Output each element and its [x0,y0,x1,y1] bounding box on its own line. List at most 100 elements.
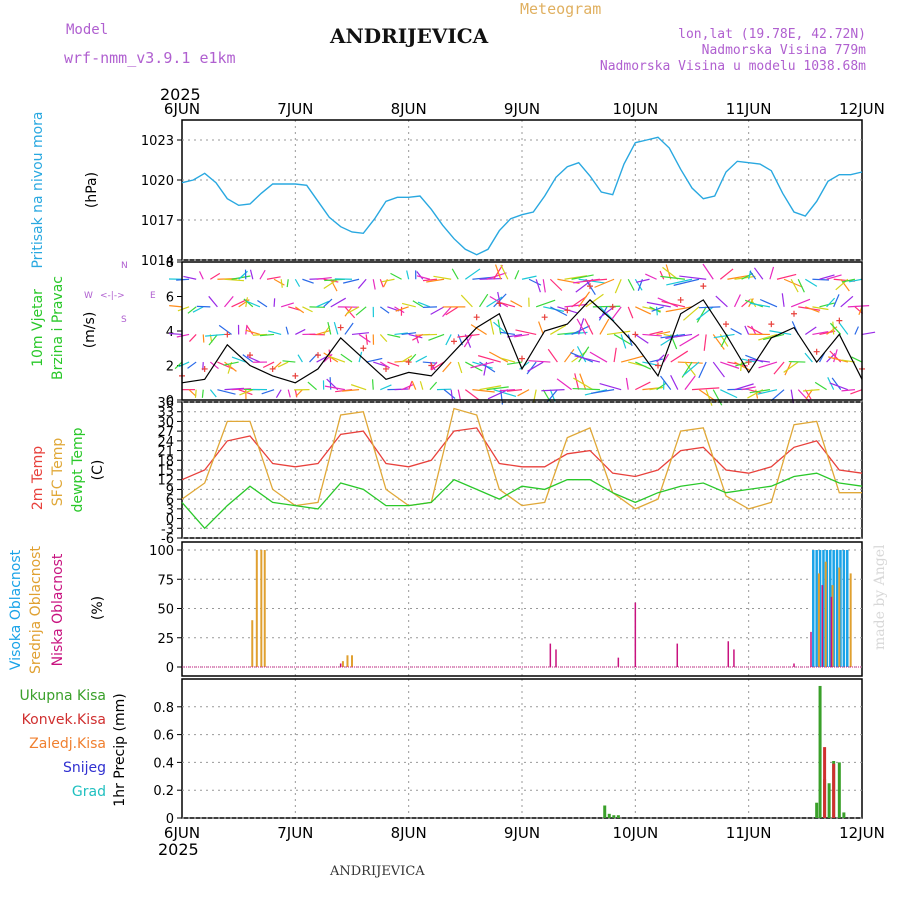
wind-arrow [331,298,346,307]
wind-arrow [260,270,265,279]
wind-arrow [489,352,508,362]
low-cloud-bar [550,644,552,667]
wind-arrow [359,334,370,342]
t2m-line [182,428,862,480]
mid-cloud-bar [850,573,852,667]
wind-arrow [247,326,253,335]
total-rain-bar [612,815,615,818]
wind-arrow [529,279,541,285]
wind-arrow [380,334,387,341]
precip-unit: 1hr Precip (mm) [112,693,128,806]
x-bottom-label: 11JUN [726,824,772,842]
mid-cloud-bar [351,655,353,667]
mid-cloud-bar [818,573,820,667]
wind-arrow [614,348,616,362]
wind-arrow [428,334,444,340]
precip-frame [182,679,862,818]
compass-arrows: <-|-> [100,291,125,301]
x-top-label: 7JUN [277,100,313,118]
gust-marker [564,307,570,313]
wind-arrow [423,307,437,308]
wind-arrow [731,328,742,334]
wind-arrow [657,307,658,316]
wind-arrow [657,383,666,389]
precip-legend-item: Grad [72,784,106,800]
wind-arrow [745,326,749,335]
meteogram-title: Meteogram [520,0,601,18]
wind-arrow [203,334,204,342]
low-cloud-bar [340,663,342,667]
gust-marker [360,345,366,351]
wind-arrow [302,307,312,312]
wind-arrow [642,334,661,335]
pressure-ytick-label: 1023 [141,134,174,149]
conv-rain-bar [823,747,826,818]
wind-arrow [210,273,219,279]
wind-arrow [188,362,197,368]
gust-marker [791,311,797,317]
wind-arrow [452,269,458,279]
wind-arrow [296,390,303,397]
wind-arrow [480,279,503,280]
wind-arrow [855,327,859,335]
wind-arrow [247,301,260,307]
wind-arrow [380,385,391,390]
pressure-frame [182,120,862,260]
cloud-unit: (%) [90,596,106,620]
wind-arrow [281,303,294,307]
wind-arrow [402,303,416,306]
wind-arrow [515,330,536,335]
wind-arrow [431,307,444,315]
high-cloud-bar [846,550,849,667]
wind-arrow [295,329,305,334]
wind-arrow [703,264,713,279]
wind-arrow [420,381,422,389]
x-top-label: 6JUN [164,100,200,118]
wind-arrow [298,355,302,362]
precip-panel: 00.20.40.60.8 [153,679,862,827]
wind-arrow [373,279,375,289]
wind-arrow [828,357,848,362]
wind-arrow [615,279,621,293]
wind-arrow [382,279,395,282]
wind-arrow [834,294,839,306]
wind-arrow [833,322,834,335]
wind-arrow [720,269,733,279]
wind-arrow [416,356,427,362]
wind-arrow [351,385,366,390]
wind-arrow [575,356,600,362]
wind-arrow [202,390,203,398]
wind-arrow [430,382,437,390]
pressure-line [182,137,862,254]
wind-arrow [451,390,452,401]
wind-arrow [713,390,722,406]
wind-arrow [750,271,756,279]
temp-unit: (C) [90,460,106,481]
pressure-axis-title: Pritisak na nivou mora [30,111,46,268]
total-rain-bar [828,783,831,818]
wind-arrow [188,307,196,313]
x-top-label: 11JUN [726,100,772,118]
wind-arrow [841,390,854,391]
wind-arrow [225,296,234,307]
wind-arrow [286,327,288,335]
wind-arrow [771,390,784,401]
wind-arrow [754,268,762,279]
wind-arrow [343,279,359,283]
gust-marker [768,321,774,327]
x-bottom-label: 12JUN [839,824,885,842]
cloud-ytick-label: 25 [157,632,174,647]
wind-arrow [225,279,244,280]
wind-arrow [600,384,622,390]
gust-marker [678,297,684,303]
wind-arrow [308,382,317,390]
wind-arrow [741,362,742,371]
wind-arrow [862,332,875,334]
pressure-ytick-label: 1017 [141,214,174,229]
low-cloud-bar [733,649,735,667]
precip-legend: Ukupna KisaKonvek.KisaZaledj.KisaSnijegG… [19,688,106,800]
wind-arrow [302,279,313,283]
gust-marker [519,356,525,362]
wind-arrow [210,390,216,397]
